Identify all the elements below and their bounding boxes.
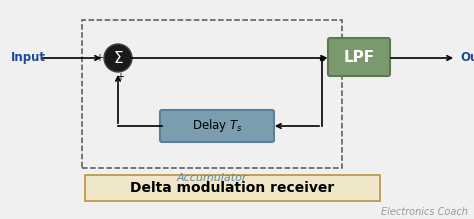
Text: LPF: LPF bbox=[344, 49, 374, 65]
Text: Delta modulation receiver: Delta modulation receiver bbox=[130, 181, 335, 195]
Text: +: + bbox=[95, 53, 103, 63]
Text: Electronics Coach: Electronics Coach bbox=[381, 207, 468, 217]
FancyBboxPatch shape bbox=[328, 38, 390, 76]
Text: Input: Input bbox=[11, 51, 46, 65]
FancyBboxPatch shape bbox=[85, 175, 380, 201]
FancyBboxPatch shape bbox=[160, 110, 274, 142]
Bar bbox=[82, 20, 342, 168]
Text: Delay $T_s$: Delay $T_s$ bbox=[191, 118, 242, 134]
Text: Accumulator: Accumulator bbox=[177, 173, 247, 183]
Text: +: + bbox=[116, 72, 124, 82]
Text: $\Sigma$: $\Sigma$ bbox=[113, 50, 123, 66]
Text: Output: Output bbox=[460, 51, 474, 65]
Circle shape bbox=[104, 44, 132, 72]
